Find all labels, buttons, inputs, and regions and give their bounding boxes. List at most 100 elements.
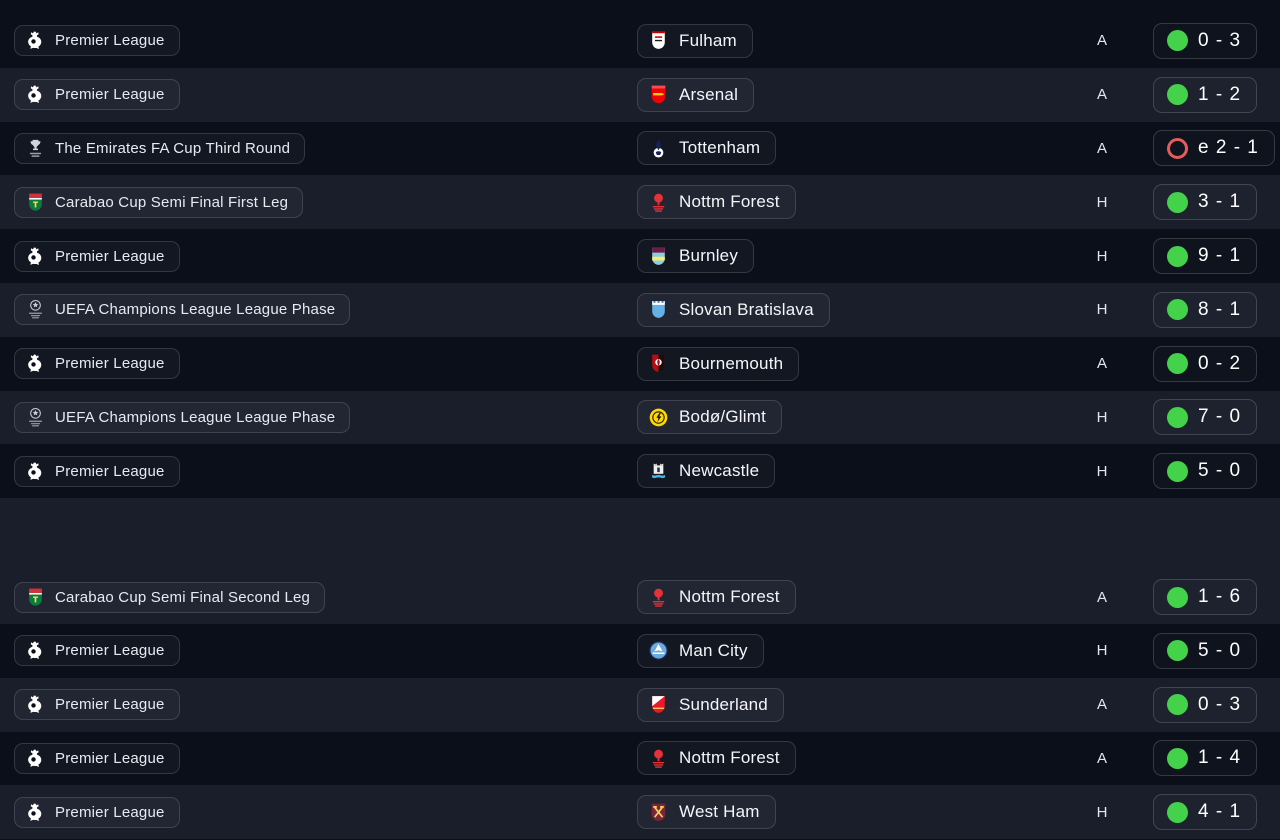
competition-badge[interactable]: Premier League xyxy=(14,25,180,57)
team-badge[interactable]: Fulham xyxy=(637,23,753,58)
fixture-row[interactable]: Premier League Burnley H 9 - 1 xyxy=(0,229,1280,283)
competition-badge[interactable]: Premier League xyxy=(14,348,180,380)
win-indicator-icon xyxy=(1167,245,1188,267)
venue-indicator: H xyxy=(1096,301,1108,319)
competition-label: Carabao Cup Semi Final First Leg xyxy=(55,193,289,211)
competition-label: UEFA Champions League League Phase xyxy=(55,408,336,426)
score-label: 1 - 4 xyxy=(1198,747,1242,769)
fixture-row[interactable]: Premier League Nottm Forest A 1 - 4 xyxy=(0,732,1280,786)
team-label: West Ham xyxy=(679,802,760,822)
premier-league-icon xyxy=(24,801,46,823)
win-indicator-icon xyxy=(1167,191,1188,213)
team-badge[interactable]: Sunderland xyxy=(637,687,784,722)
score-label: 1 - 2 xyxy=(1198,83,1242,105)
venue-indicator: H xyxy=(1096,642,1108,660)
competition-badge[interactable]: Carabao Cup Semi Final First Leg xyxy=(14,186,304,218)
result-badge[interactable]: 5 - 0 xyxy=(1153,453,1258,490)
premier-league-icon xyxy=(24,640,46,662)
score-label: 3 - 1 xyxy=(1198,191,1242,213)
result-badge[interactable]: 1 - 4 xyxy=(1153,740,1258,777)
team-badge[interactable]: Nottm Forest xyxy=(637,185,796,220)
team-badge[interactable]: Man City xyxy=(637,633,764,668)
score-label: 7 - 0 xyxy=(1198,406,1242,428)
competition-label: Premier League xyxy=(55,803,165,821)
team-badge[interactable]: Bodø/Glimt xyxy=(637,400,783,435)
fixture-row[interactable]: Premier League Arsenal A 1 - 2 xyxy=(0,67,1280,122)
burnley-crest-icon xyxy=(647,245,669,267)
team-badge[interactable]: Nottm Forest xyxy=(637,580,796,615)
premier-league-icon xyxy=(24,353,46,375)
competition-badge[interactable]: UEFA Champions League League Phase xyxy=(14,294,351,326)
fixture-row[interactable]: Premier League Man City H 5 - 0 xyxy=(0,624,1280,678)
fixture-row[interactable]: Carabao Cup Semi Final First Leg Nottm F… xyxy=(0,175,1280,230)
team-label: Sunderland xyxy=(679,694,768,714)
team-badge[interactable]: Slovan Bratislava xyxy=(637,292,830,327)
venue-indicator: A xyxy=(1096,696,1107,714)
result-badge[interactable]: 9 - 1 xyxy=(1153,238,1258,275)
fixture-row[interactable]: Premier League Bournemouth A 0 - 2 xyxy=(0,337,1280,391)
bournemouth-crest-icon xyxy=(647,353,669,375)
carabao-cup-icon xyxy=(24,586,46,608)
win-indicator-icon xyxy=(1167,694,1188,716)
score-label: 4 - 1 xyxy=(1198,801,1242,823)
score-label: 0 - 2 xyxy=(1198,352,1242,374)
team-label: Newcastle xyxy=(679,461,760,481)
west-ham-crest-icon xyxy=(647,801,669,823)
team-badge[interactable]: Nottm Forest xyxy=(637,741,796,776)
competition-badge[interactable]: The Emirates FA Cup Third Round xyxy=(14,132,306,164)
result-badge[interactable]: 8 - 1 xyxy=(1153,291,1258,328)
fixture-section-2: Carabao Cup Semi Final Second Leg Nottm … xyxy=(0,570,1280,840)
venue-indicator: H xyxy=(1096,193,1108,211)
team-label: Bournemouth xyxy=(679,353,784,373)
team-badge[interactable]: Arsenal xyxy=(637,77,755,112)
fixture-row[interactable]: Premier League Newcastle H 5 - 0 xyxy=(0,444,1280,498)
competition-badge[interactable]: Premier League xyxy=(14,689,180,721)
fixture-row[interactable]: UEFA Champions League League Phase Bodø/… xyxy=(0,390,1280,445)
result-badge[interactable]: 1 - 6 xyxy=(1153,579,1258,616)
team-badge[interactable]: Tottenham xyxy=(637,131,777,166)
result-badge[interactable]: 0 - 3 xyxy=(1153,22,1258,59)
team-label: Nottm Forest xyxy=(679,192,780,212)
competition-badge[interactable]: Premier League xyxy=(14,742,180,774)
competition-badge[interactable]: Premier League xyxy=(14,455,180,487)
competition-badge[interactable]: Premier League xyxy=(14,79,180,111)
section-gap xyxy=(0,498,1280,571)
team-badge[interactable]: Bournemouth xyxy=(637,346,800,381)
fixture-row[interactable]: Carabao Cup Semi Final Second Leg Nottm … xyxy=(0,570,1280,624)
competition-badge[interactable]: Carabao Cup Semi Final Second Leg xyxy=(14,581,326,613)
team-label: Arsenal xyxy=(679,84,739,104)
fixture-row[interactable]: UEFA Champions League League Phase Slova… xyxy=(0,282,1280,337)
competition-label: Premier League xyxy=(55,696,165,714)
competition-badge[interactable]: UEFA Champions League League Phase xyxy=(14,401,351,433)
venue-indicator: A xyxy=(1096,749,1107,767)
competition-label: UEFA Champions League League Phase xyxy=(55,301,336,319)
result-badge[interactable]: 0 - 3 xyxy=(1153,686,1258,723)
man-city-crest-icon xyxy=(647,640,669,662)
competition-badge[interactable]: Premier League xyxy=(14,635,180,667)
team-badge[interactable]: Burnley xyxy=(637,239,755,274)
result-badge[interactable]: 0 - 2 xyxy=(1153,345,1258,382)
team-badge[interactable]: Newcastle xyxy=(637,454,776,489)
fixture-row[interactable]: Premier League Sunderland A 0 - 3 xyxy=(0,677,1280,732)
fixture-row[interactable]: The Emirates FA Cup Third Round Tottenha… xyxy=(0,122,1280,176)
fixture-row[interactable]: Premier League West Ham H 4 - 1 xyxy=(0,785,1280,840)
team-label: Fulham xyxy=(679,30,737,50)
result-badge[interactable]: 4 - 1 xyxy=(1153,794,1258,831)
result-badge[interactable]: e 2 - 1 xyxy=(1153,130,1275,167)
result-badge[interactable]: 5 - 0 xyxy=(1153,632,1258,669)
result-badge[interactable]: 7 - 0 xyxy=(1153,399,1258,436)
score-label: 8 - 1 xyxy=(1198,298,1242,320)
competition-label: Carabao Cup Semi Final Second Leg xyxy=(55,588,311,606)
result-badge[interactable]: 3 - 1 xyxy=(1153,184,1258,221)
team-badge[interactable]: West Ham xyxy=(637,795,776,830)
fixture-row[interactable]: Premier League Fulham A 0 - 3 xyxy=(0,14,1280,68)
competition-badge[interactable]: Premier League xyxy=(14,796,180,828)
competition-label: Premier League xyxy=(55,462,165,480)
competition-badge[interactable]: Premier League xyxy=(14,240,180,272)
team-label: Tottenham xyxy=(679,138,761,158)
win-indicator-icon xyxy=(1167,460,1188,482)
result-badge[interactable]: 1 - 2 xyxy=(1153,76,1258,113)
uefa-champions-league-icon xyxy=(24,299,46,321)
win-indicator-icon xyxy=(1167,640,1188,662)
